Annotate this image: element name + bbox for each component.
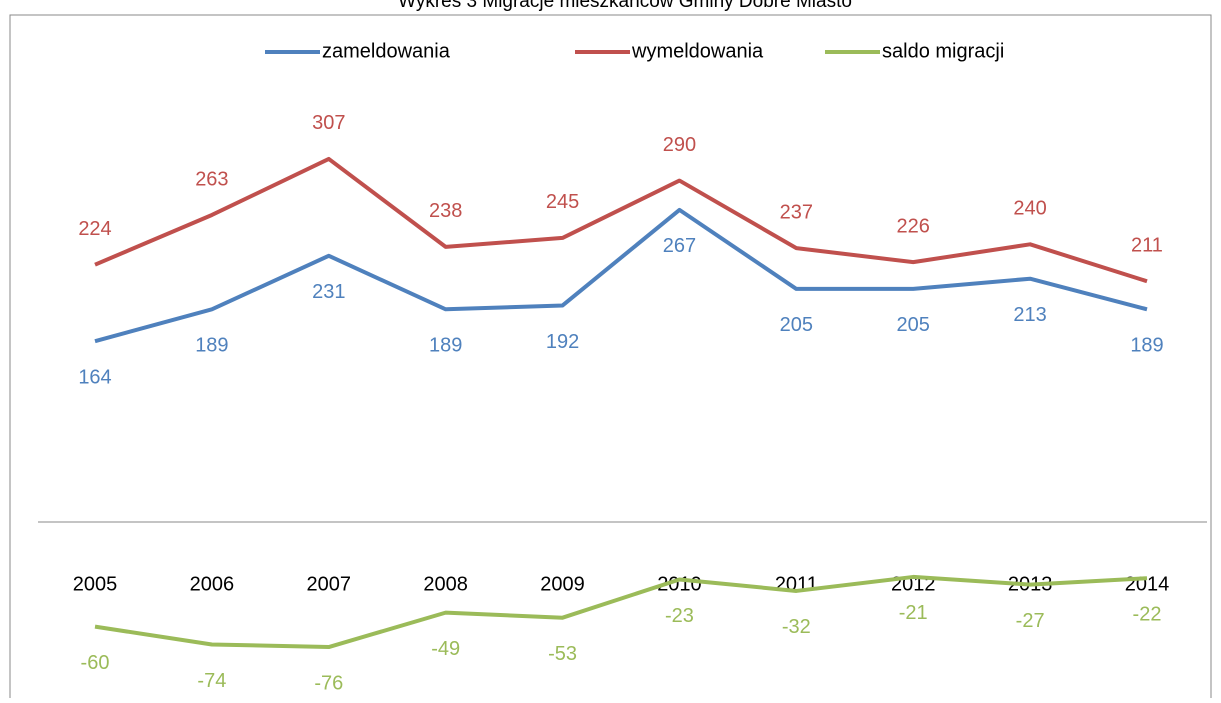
data-label: -76: [314, 672, 343, 694]
series-line: [94, 574, 1148, 650]
chart-title: Wykres 3 Migracje mieszkańców Gminy Dobr…: [398, 0, 852, 12]
data-label: 290: [663, 134, 696, 156]
data-label: -49: [431, 638, 460, 660]
data-label: 267: [663, 235, 696, 257]
series-line: [94, 156, 1148, 284]
data-label: 237: [780, 201, 813, 223]
data-label: 238: [429, 200, 462, 222]
legend-label: wymeldowania: [631, 40, 764, 62]
data-label: 164: [78, 366, 111, 388]
data-label: -60: [81, 652, 110, 674]
data-label: 226: [897, 215, 930, 237]
data-label: 192: [546, 331, 579, 353]
data-label: 224: [78, 218, 111, 240]
data-label: -27: [1016, 610, 1045, 632]
data-label: -22: [1133, 603, 1162, 625]
data-label: 211: [1131, 235, 1163, 257]
data-label: -21: [899, 602, 928, 624]
data-label: 307: [312, 112, 345, 134]
x-tick-label: 2009: [540, 573, 585, 595]
data-label: -23: [665, 605, 694, 627]
legend-label: saldo migracji: [882, 40, 1004, 62]
data-label: 189: [195, 335, 228, 357]
x-tick-label: 2005: [73, 573, 118, 595]
data-label: -53: [548, 643, 577, 665]
data-label: 245: [546, 191, 579, 213]
data-label: 240: [1013, 198, 1046, 220]
chart-frame: [9, 14, 1212, 703]
data-label: 205: [780, 314, 813, 336]
data-label: -74: [197, 670, 226, 692]
x-tick-label: 2014: [1125, 573, 1170, 595]
data-label: 213: [1013, 304, 1046, 326]
data-label: 189: [429, 335, 462, 357]
x-tick-label: 2006: [190, 573, 235, 595]
x-tick-label: 2007: [307, 573, 352, 595]
data-label: 231: [312, 281, 345, 303]
data-label: 205: [897, 314, 930, 336]
legend-label: zameldowania: [322, 40, 451, 62]
data-label: -32: [782, 616, 811, 638]
data-label: 189: [1130, 335, 1163, 357]
data-label: 263: [195, 168, 228, 190]
x-tick-label: 2008: [423, 573, 468, 595]
series-line: [94, 207, 1148, 344]
